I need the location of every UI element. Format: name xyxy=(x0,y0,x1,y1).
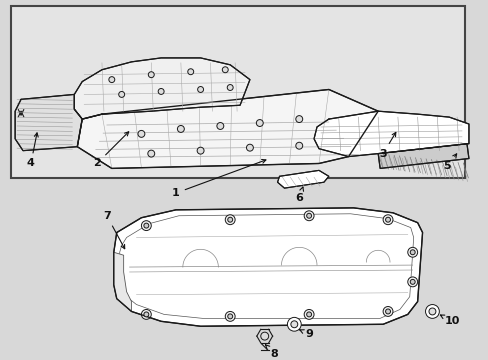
Circle shape xyxy=(187,69,193,75)
Text: 5: 5 xyxy=(443,154,456,171)
Circle shape xyxy=(382,306,392,316)
Circle shape xyxy=(197,147,203,154)
Circle shape xyxy=(295,116,302,122)
Polygon shape xyxy=(377,144,468,168)
Circle shape xyxy=(409,279,414,284)
Text: 2: 2 xyxy=(93,132,128,168)
Circle shape xyxy=(158,89,164,94)
Text: 10: 10 xyxy=(440,315,459,326)
Circle shape xyxy=(217,122,224,130)
Circle shape xyxy=(109,77,115,82)
Circle shape xyxy=(143,223,148,228)
Polygon shape xyxy=(114,252,131,311)
Circle shape xyxy=(138,130,144,137)
Polygon shape xyxy=(277,170,328,188)
Circle shape xyxy=(295,142,302,149)
Circle shape xyxy=(382,215,392,225)
Circle shape xyxy=(407,247,417,257)
Circle shape xyxy=(141,310,151,319)
Circle shape xyxy=(225,311,235,321)
Circle shape xyxy=(177,126,184,132)
Circle shape xyxy=(304,211,313,221)
Circle shape xyxy=(290,321,297,328)
Polygon shape xyxy=(77,90,377,168)
Circle shape xyxy=(304,310,313,319)
Text: 1: 1 xyxy=(172,159,265,198)
Circle shape xyxy=(256,120,263,126)
Text: 4: 4 xyxy=(27,133,38,168)
Text: 6: 6 xyxy=(295,187,303,203)
Circle shape xyxy=(148,72,154,78)
Circle shape xyxy=(306,213,311,218)
Circle shape xyxy=(425,305,438,318)
Polygon shape xyxy=(114,208,422,326)
Circle shape xyxy=(141,221,151,230)
Text: 7: 7 xyxy=(103,211,124,249)
Circle shape xyxy=(246,144,253,151)
Circle shape xyxy=(428,308,435,315)
Text: 9: 9 xyxy=(299,329,312,339)
Polygon shape xyxy=(15,94,82,150)
Circle shape xyxy=(143,312,148,317)
Circle shape xyxy=(227,314,232,319)
Circle shape xyxy=(147,150,154,157)
Circle shape xyxy=(119,91,124,97)
Circle shape xyxy=(287,318,301,331)
Circle shape xyxy=(222,67,228,73)
Circle shape xyxy=(260,332,268,340)
Circle shape xyxy=(407,277,417,287)
Text: 3: 3 xyxy=(379,132,395,159)
Polygon shape xyxy=(313,111,468,157)
Circle shape xyxy=(227,217,232,222)
Circle shape xyxy=(227,85,233,90)
Circle shape xyxy=(197,86,203,93)
Bar xyxy=(11,6,464,178)
Circle shape xyxy=(385,217,390,222)
Circle shape xyxy=(225,215,235,225)
Circle shape xyxy=(306,312,311,317)
Circle shape xyxy=(409,250,414,255)
Circle shape xyxy=(385,309,390,314)
Polygon shape xyxy=(74,58,249,119)
Text: 8: 8 xyxy=(265,345,278,359)
